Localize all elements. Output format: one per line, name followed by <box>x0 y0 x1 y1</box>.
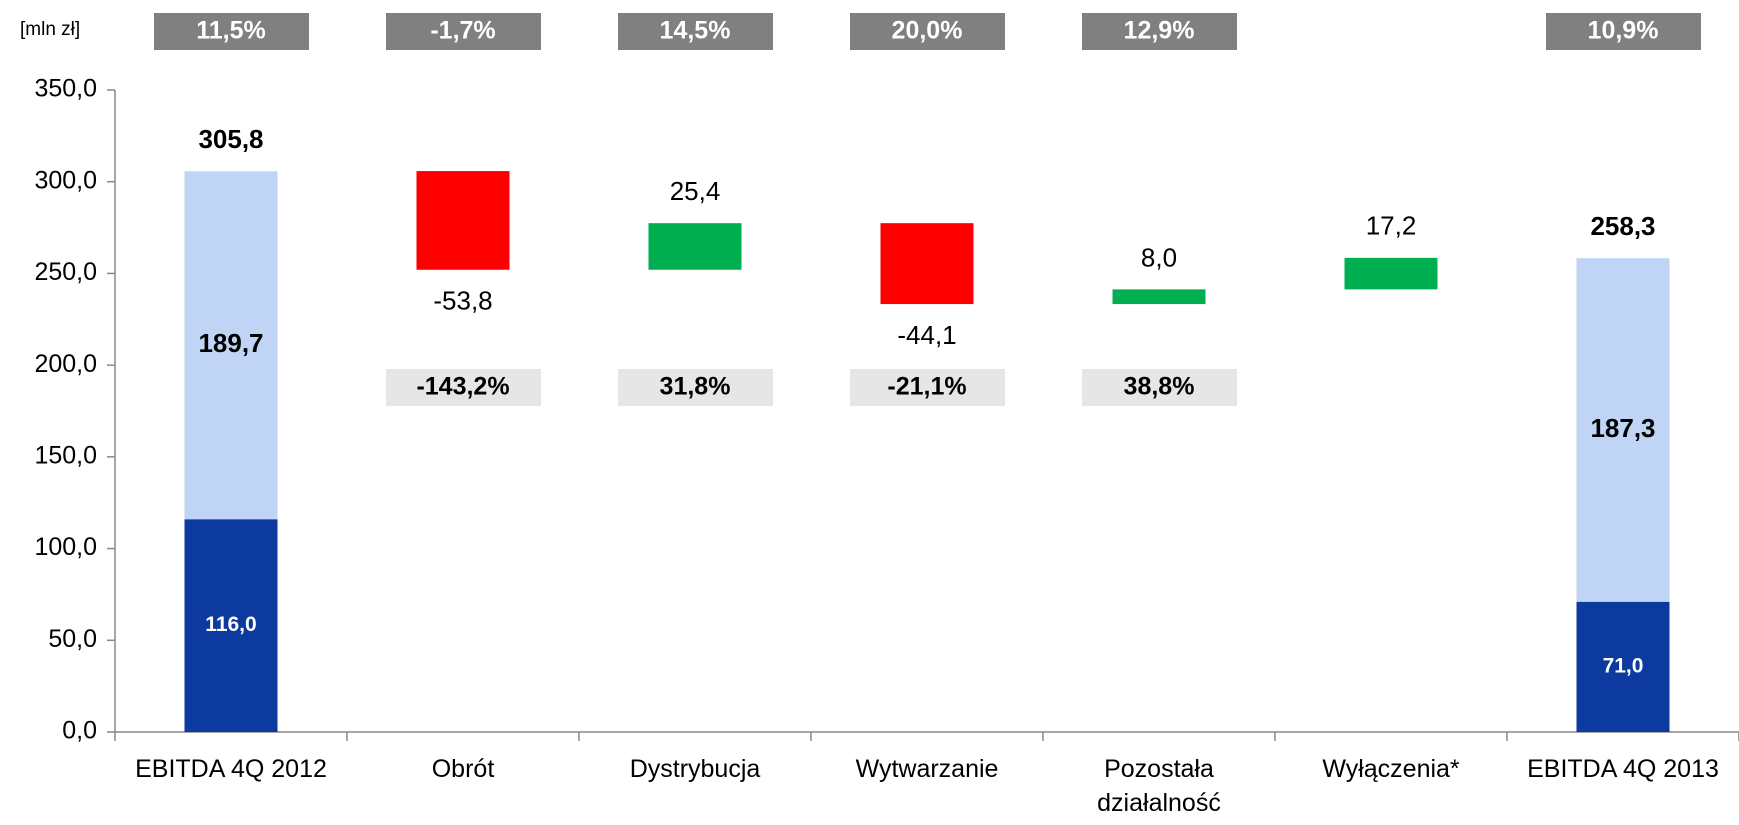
y-tick-label: 300,0 <box>34 166 97 194</box>
percentage-box <box>154 13 309 50</box>
bar-segment <box>184 519 278 732</box>
delta-label: 25,4 <box>670 176 721 206</box>
bar-segment <box>1576 601 1670 732</box>
percentage-box <box>386 369 541 406</box>
percentage-label: -143,2% <box>416 373 509 401</box>
segment-label: 71,0 <box>1603 654 1644 677</box>
segment-label: 116,0 <box>205 613 256 636</box>
delta-bar <box>1344 257 1438 290</box>
x-tick-label: Obrót <box>431 755 495 783</box>
segment-label: 189,7 <box>198 328 263 358</box>
percentage-box <box>1082 369 1237 406</box>
total-label: 258,3 <box>1590 211 1655 241</box>
delta-bar <box>1112 289 1206 305</box>
bar-segment <box>184 171 278 520</box>
percentage-label: -1,7% <box>430 17 495 45</box>
unit-label: [mln zł] <box>20 19 80 40</box>
bar-segment <box>1576 258 1670 602</box>
percentage-box <box>386 13 541 50</box>
percentage-label: 20,0% <box>892 17 963 45</box>
percentage-box <box>1546 13 1701 50</box>
y-tick-label: 200,0 <box>34 350 97 378</box>
y-tick-label: 50,0 <box>48 625 97 653</box>
delta-label: 17,2 <box>1366 211 1417 241</box>
percentage-label: 38,8% <box>1124 373 1195 401</box>
delta-label: 8,0 <box>1141 242 1177 272</box>
percentage-label: 11,5% <box>196 17 266 45</box>
x-tick-label: EBITDA 4Q 2013 <box>1527 755 1719 783</box>
delta-label: -53,8 <box>433 286 492 316</box>
segment-label: 187,3 <box>1590 413 1655 443</box>
percentage-box <box>618 369 773 406</box>
percentage-label: 10,9% <box>1588 17 1659 45</box>
percentage-box <box>850 369 1005 406</box>
percentage-box <box>618 13 773 50</box>
x-tick-label: EBITDA 4Q 2012 <box>135 755 327 783</box>
y-tick-label: 350,0 <box>34 75 97 103</box>
delta-bar <box>880 223 974 305</box>
percentage-label: 14,5% <box>660 17 731 45</box>
delta-bar <box>648 223 742 270</box>
y-tick-label: 250,0 <box>34 258 97 286</box>
percentage-label: 12,9% <box>1124 17 1195 45</box>
y-tick-label: 100,0 <box>34 533 97 561</box>
percentage-box <box>1082 13 1237 50</box>
delta-bar <box>416 171 510 270</box>
percentage-label: 31,8% <box>660 373 731 401</box>
percentage-label: -21,1% <box>887 373 966 401</box>
y-tick-label: 150,0 <box>34 441 97 469</box>
x-tick-label: Wytwarzanie <box>855 755 999 783</box>
x-tick-label: Wyłączenia* <box>1322 755 1460 783</box>
x-tick-label: Pozostała działalność <box>1097 755 1221 817</box>
y-tick-label: 0,0 <box>62 717 97 745</box>
percentage-box <box>850 13 1005 50</box>
delta-label: -44,1 <box>897 320 956 350</box>
total-label: 305,8 <box>198 124 263 154</box>
x-tick-label: Dystrybucja <box>629 755 761 783</box>
